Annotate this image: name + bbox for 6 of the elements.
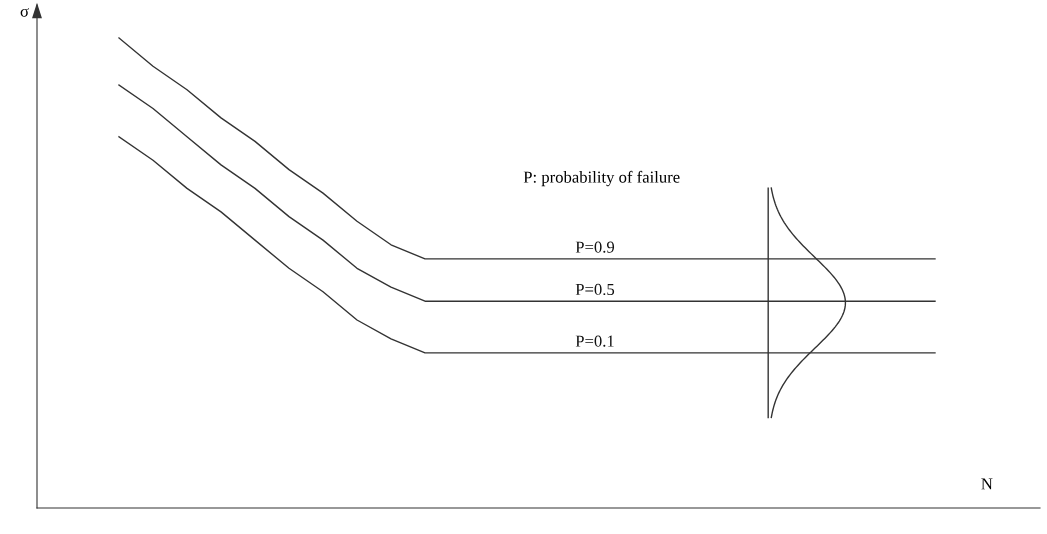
series-label: P=0.5 [575, 283, 615, 296]
x-axis-title: N [981, 478, 993, 490]
y-axis-title: σ [20, 8, 29, 17]
series-label: P=0.1 [575, 335, 614, 347]
series-label: P=0.9 [575, 241, 615, 253]
annotation: P: probability of failure [523, 170, 680, 187]
